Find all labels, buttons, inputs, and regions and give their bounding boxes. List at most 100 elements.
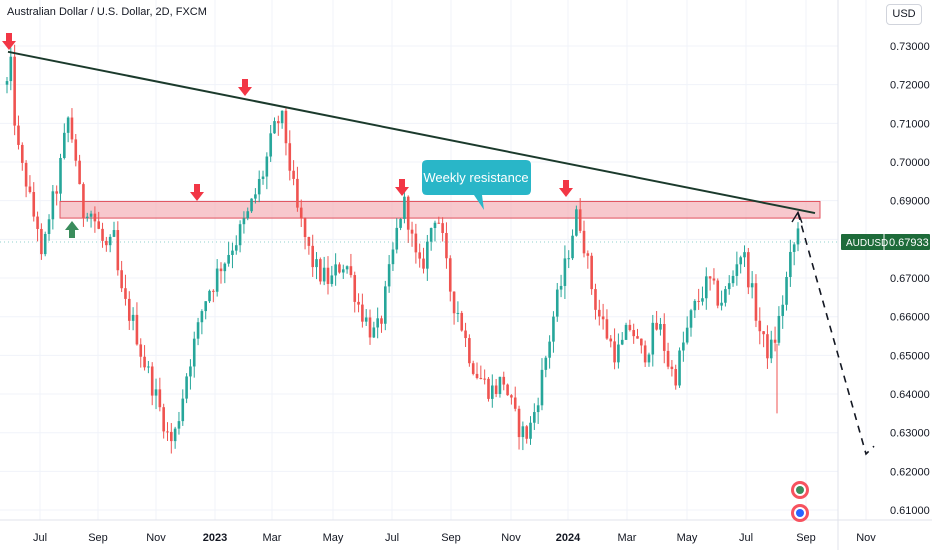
candle-body xyxy=(487,378,490,399)
candle-body xyxy=(460,312,464,331)
candle-body xyxy=(78,160,81,185)
candle-body xyxy=(727,283,731,290)
candle-body xyxy=(769,339,773,359)
candle-body xyxy=(517,408,521,438)
candle-body xyxy=(441,223,444,233)
candle-body xyxy=(9,56,13,82)
resistance-zone[interactable] xyxy=(59,200,821,219)
candle-body xyxy=(170,431,173,442)
candle-body xyxy=(353,275,357,302)
candle-body xyxy=(196,322,200,339)
candle-body xyxy=(590,255,593,290)
candle-body xyxy=(177,421,181,429)
candle-body xyxy=(330,275,334,284)
down-arrow-icon xyxy=(395,179,409,196)
candle-body xyxy=(605,319,609,339)
event-badge-flag xyxy=(796,509,804,517)
candle-body xyxy=(720,302,723,306)
candle-body xyxy=(13,56,16,126)
arrow-markers xyxy=(2,33,573,238)
price-tick-label: 0.64000 xyxy=(890,389,930,401)
candle-body xyxy=(112,230,116,237)
price-tick-label: 0.65000 xyxy=(890,350,930,362)
candle-body xyxy=(632,330,635,337)
candle-body xyxy=(781,304,785,316)
candle-body xyxy=(387,264,391,287)
candle-body xyxy=(651,322,655,355)
candle-body xyxy=(418,252,421,259)
candle-body xyxy=(525,426,528,439)
candle-body xyxy=(437,222,441,224)
candle-body xyxy=(364,317,368,322)
candle-body xyxy=(372,327,376,338)
candle-body xyxy=(322,267,326,282)
candle-body xyxy=(777,315,781,343)
time-tick-label: Jul xyxy=(385,532,399,544)
candle-body xyxy=(666,350,670,367)
trendline[interactable] xyxy=(7,50,816,215)
candle-body xyxy=(724,289,727,303)
candle-body xyxy=(697,300,700,302)
projection-path[interactable] xyxy=(797,212,875,456)
candle-body xyxy=(36,216,39,229)
candle-body xyxy=(414,233,418,253)
candle-body xyxy=(406,196,410,230)
candle-body xyxy=(376,318,379,328)
candle-body xyxy=(685,327,689,343)
candle-body xyxy=(468,338,471,364)
candle-body xyxy=(303,218,307,238)
symbol-title: Australian Dollar / U.S. Dollar, 2D, FXC… xyxy=(7,6,207,18)
candle-body xyxy=(403,196,406,219)
down-arrow-icon xyxy=(559,180,573,197)
candle-body xyxy=(192,338,196,367)
candle-body xyxy=(789,251,792,277)
callout-label: Weekly resistance xyxy=(423,170,528,185)
candle-body xyxy=(659,323,662,330)
candle-body xyxy=(273,121,276,134)
time-axis[interactable]: Jul Sep Nov 2023 Mar May Jul Sep Nov 2024 Mar May Ju… xyxy=(33,532,876,544)
candle-body xyxy=(338,264,341,273)
time-tick-label: 2023 xyxy=(203,532,227,544)
candle-body xyxy=(490,385,494,399)
candle-body xyxy=(105,240,108,246)
candle-body xyxy=(628,324,632,331)
price-tick-label: 0.67000 xyxy=(890,273,930,285)
price-tick-label: 0.72000 xyxy=(890,80,930,92)
candle-body xyxy=(655,322,658,330)
price-tick-label: 0.73000 xyxy=(890,41,930,53)
candle-body xyxy=(127,298,131,321)
callout-bubble xyxy=(422,160,531,210)
candle-body xyxy=(227,254,230,264)
down-arrow-icon xyxy=(2,33,16,50)
candle-body xyxy=(116,230,120,271)
price-tick-label: 0.63000 xyxy=(890,428,930,440)
currency-button[interactable]: USD xyxy=(886,4,922,25)
event-badge-flag xyxy=(796,486,804,494)
price-axis[interactable]: 0.730000.720000.710000.700000.690000.680… xyxy=(890,41,930,517)
candle-body xyxy=(63,132,66,158)
candle-body xyxy=(506,384,509,396)
candle-body xyxy=(85,216,89,218)
candle-body xyxy=(735,264,739,276)
candle-body xyxy=(32,192,36,217)
candle-body xyxy=(471,363,475,374)
candle-body xyxy=(636,336,639,339)
time-tick-label: Jul xyxy=(33,532,47,544)
time-tick-label: Jul xyxy=(739,532,753,544)
candle-body xyxy=(502,376,506,385)
time-tick-label: Nov xyxy=(501,532,521,544)
candle-body xyxy=(693,300,697,311)
candle-body xyxy=(334,264,337,276)
candle-body xyxy=(212,290,215,292)
candle-body xyxy=(189,366,192,377)
price-tick-label: 0.61000 xyxy=(890,505,930,517)
candle-body xyxy=(452,291,456,314)
last-price-tag xyxy=(841,233,930,250)
candle-body xyxy=(739,257,742,265)
candle-body xyxy=(384,286,387,324)
candle-body xyxy=(670,366,674,370)
candle-body xyxy=(483,378,486,380)
candle-body xyxy=(97,221,101,229)
candle-body xyxy=(708,276,712,279)
